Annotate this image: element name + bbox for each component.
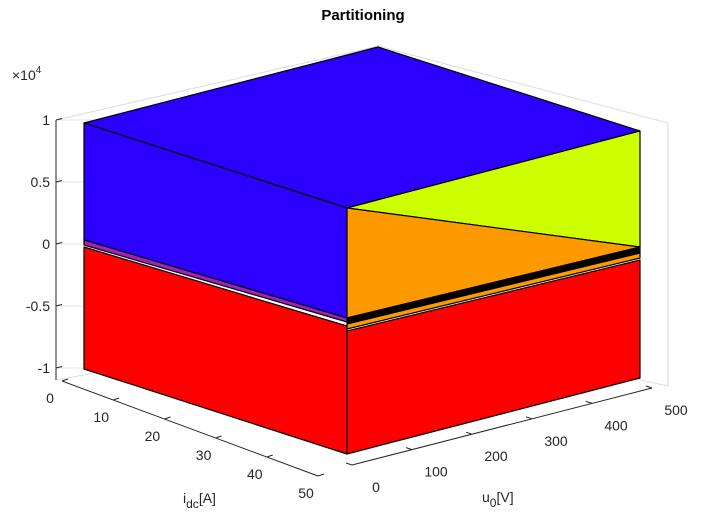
z-tick-label: 1 [42, 112, 50, 128]
z-exponent-power: 4 [36, 65, 42, 76]
right-face-orange-layer [346, 252, 641, 330]
z-exponent-label: ×104 [12, 65, 42, 83]
x-axis-label-main: u [482, 489, 490, 505]
x-tick-label: 500 [664, 402, 688, 418]
y-tick-label: 30 [196, 447, 212, 463]
y-tick-label: 40 [247, 466, 263, 482]
x-tick-label: 100 [424, 464, 448, 480]
y-axis-line [61, 380, 319, 477]
y-tick [266, 454, 273, 458]
z-tick-label: -0.5 [26, 298, 50, 314]
z-tick [55, 304, 63, 307]
y-tick-label: 20 [145, 428, 161, 444]
x-tick-label: 300 [544, 433, 568, 449]
y-tick [215, 435, 222, 439]
x-tick [465, 431, 473, 435]
polyhedra [83, 46, 641, 455]
x-axis-label-unit: [V] [496, 489, 513, 505]
z-tick-label: 0 [42, 236, 50, 252]
y-axis-label: idc[A] [183, 490, 216, 511]
z-exponent-base: ×10 [12, 67, 36, 83]
y-tick-label: 50 [298, 485, 314, 501]
y-tick-label: 0 [46, 390, 54, 406]
z-tick [55, 118, 63, 121]
x-tick-label: 0 [372, 479, 380, 495]
y-tick [317, 473, 325, 477]
z-tick-label: -1 [38, 360, 51, 376]
x-tick [405, 447, 413, 451]
z-tick-label: 0.5 [31, 174, 51, 190]
y-axis-label-unit: [A] [199, 490, 216, 506]
y-axis-label-main: i [183, 490, 186, 506]
y-tick [61, 378, 69, 382]
chart-title: Partitioning [321, 7, 404, 24]
z-tick [55, 366, 63, 369]
x-tick [585, 400, 593, 404]
x-axis-line [351, 387, 653, 466]
x-axis-label: u0[V] [482, 489, 514, 510]
y-tick [113, 397, 120, 401]
x-tick-label: 400 [604, 417, 628, 433]
x-tick [345, 462, 353, 466]
z-tick [55, 180, 63, 183]
right-face-red [346, 259, 641, 455]
y-axis-label-sub: dc [186, 497, 199, 511]
tick-marks [55, 118, 653, 477]
x-tick [525, 416, 533, 420]
x-tick-label: 200 [484, 448, 508, 464]
z-tick [55, 242, 63, 245]
x-axis-label-sub: 0 [490, 496, 497, 510]
y-tick [164, 416, 171, 420]
x-tick [645, 385, 653, 389]
y-tick-label: 10 [93, 409, 109, 425]
